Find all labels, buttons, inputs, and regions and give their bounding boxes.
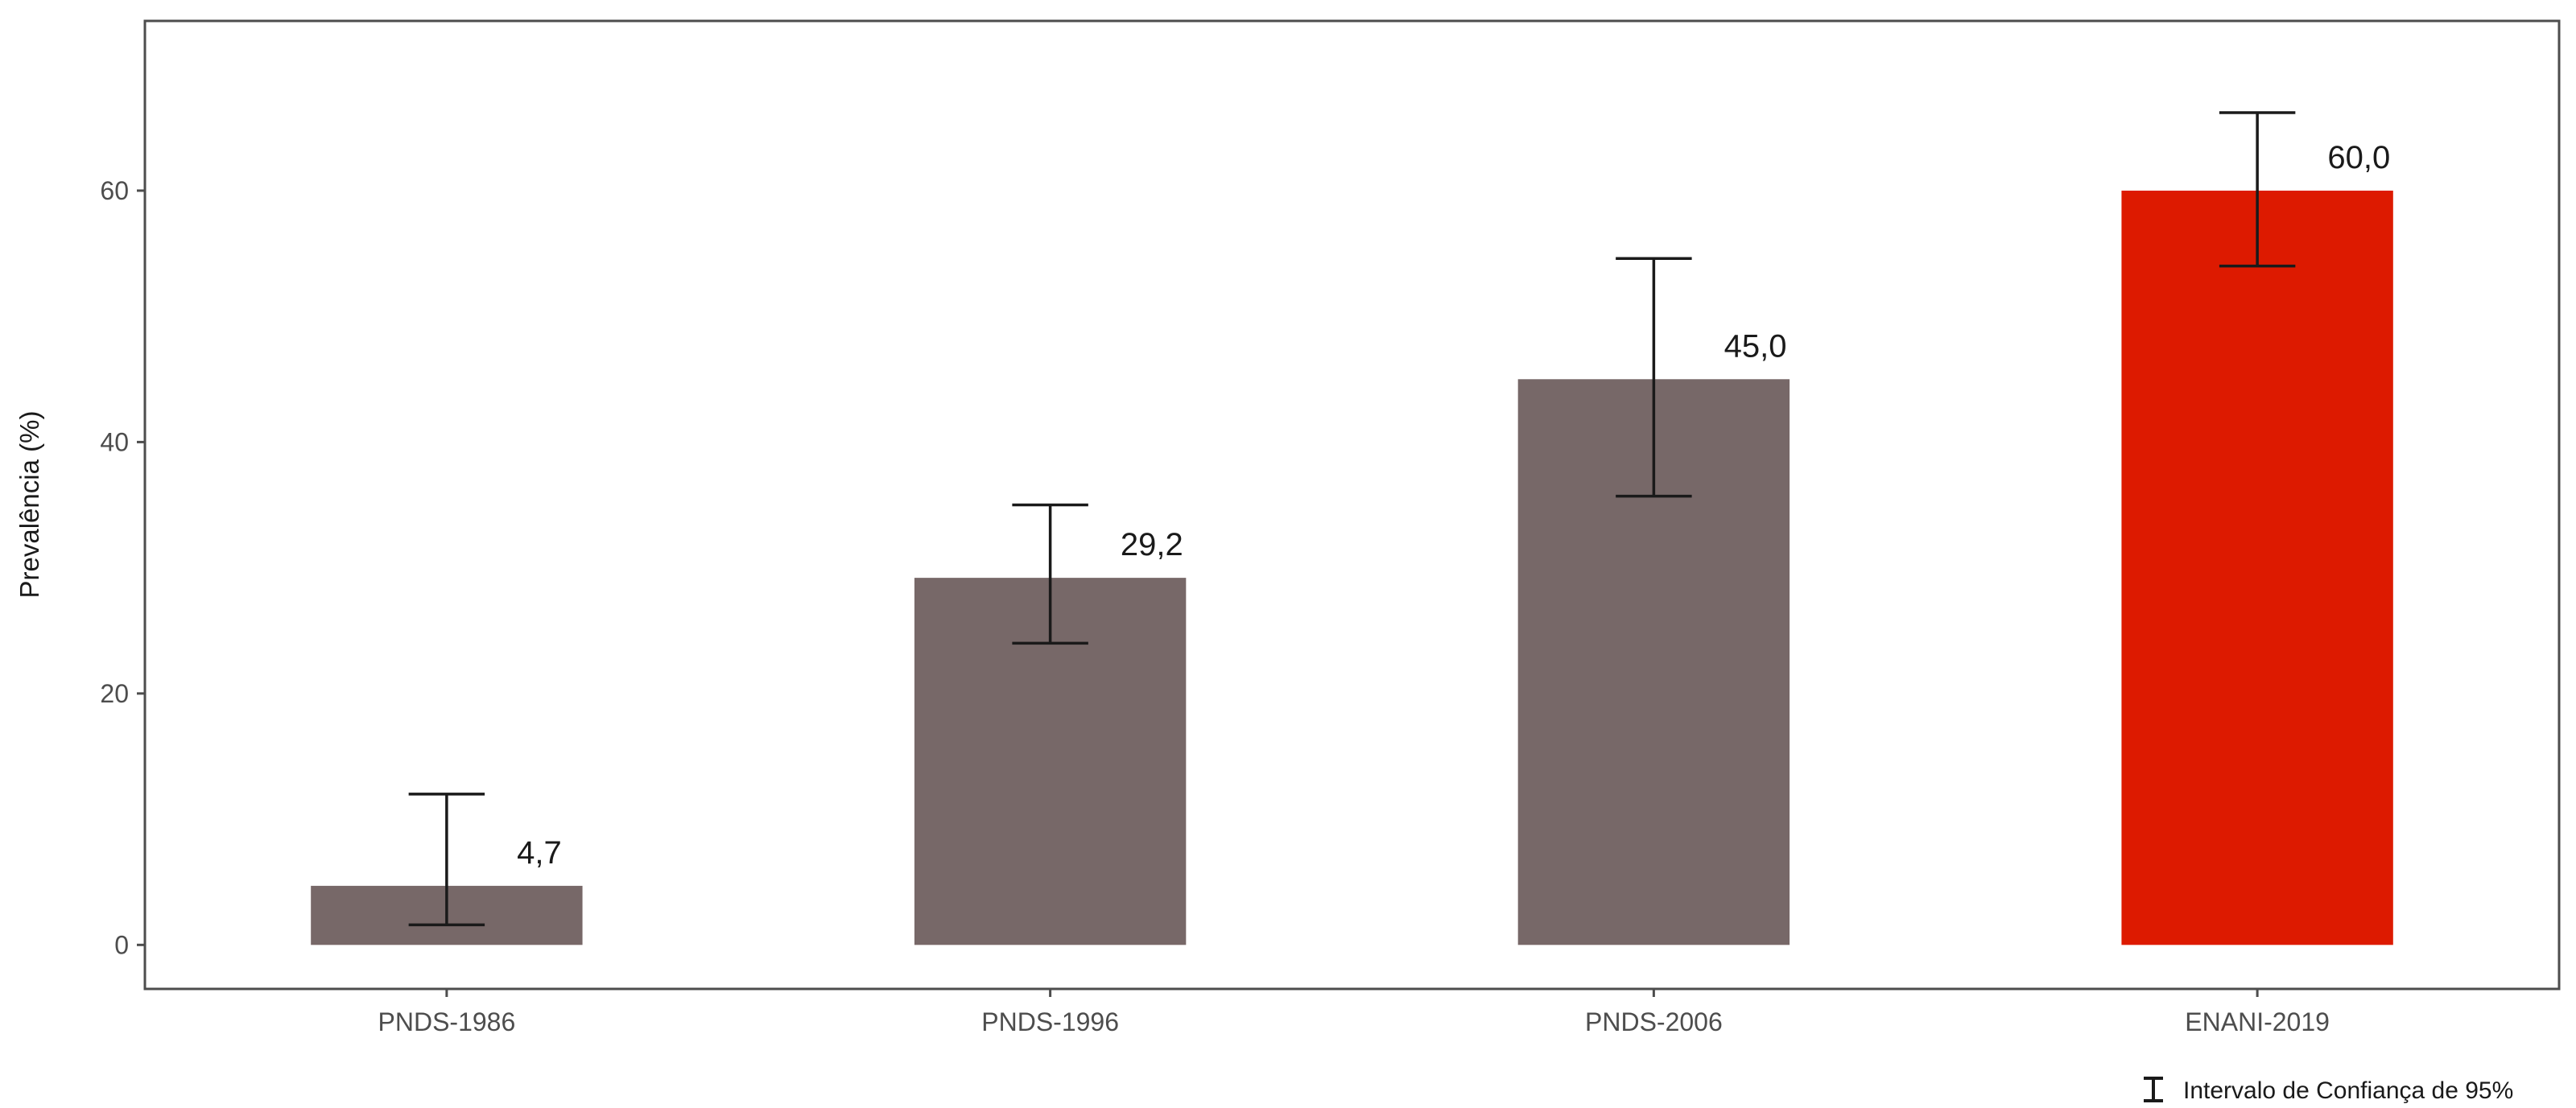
y-tick-label: 60 — [100, 176, 129, 205]
y-axis-title: Prevalência (%) — [14, 411, 44, 599]
value-label: 60,0 — [2327, 140, 2390, 175]
value-labels: 4,7 29,2 45,0 60,0 — [517, 140, 2390, 871]
error-bar — [2219, 111, 2296, 268]
y-tick-label: 20 — [100, 679, 129, 708]
value-label: 29,2 — [1121, 527, 1183, 562]
x-tick-label: PNDS-1986 — [378, 1007, 516, 1036]
error-bar — [1616, 257, 1692, 498]
error-bar — [1012, 503, 1088, 645]
legend: Intervalo de Confiança de 95% — [2144, 1077, 2513, 1104]
x-axis: PNDS-1986 PNDS-1996 PNDS-2006 ENANI-2019 — [378, 989, 2330, 1036]
legend-label: Intervalo de Confiança de 95% — [2183, 1077, 2513, 1104]
value-label: 45,0 — [1724, 328, 1787, 364]
x-tick-label: PNDS-1996 — [981, 1007, 1119, 1036]
y-tick-label: 40 — [100, 427, 129, 456]
y-tick-label: 0 — [114, 930, 129, 959]
value-label: 4,7 — [517, 835, 562, 871]
x-tick-label: ENANI-2019 — [2185, 1007, 2330, 1036]
x-tick-label: PNDS-2006 — [1585, 1007, 1723, 1036]
bar — [2121, 190, 2393, 945]
legend-errorbar-icon — [2144, 1077, 2163, 1102]
y-axis: 0 20 40 60 — [100, 176, 145, 959]
error-bars — [408, 111, 2296, 927]
error-bar — [408, 793, 485, 927]
